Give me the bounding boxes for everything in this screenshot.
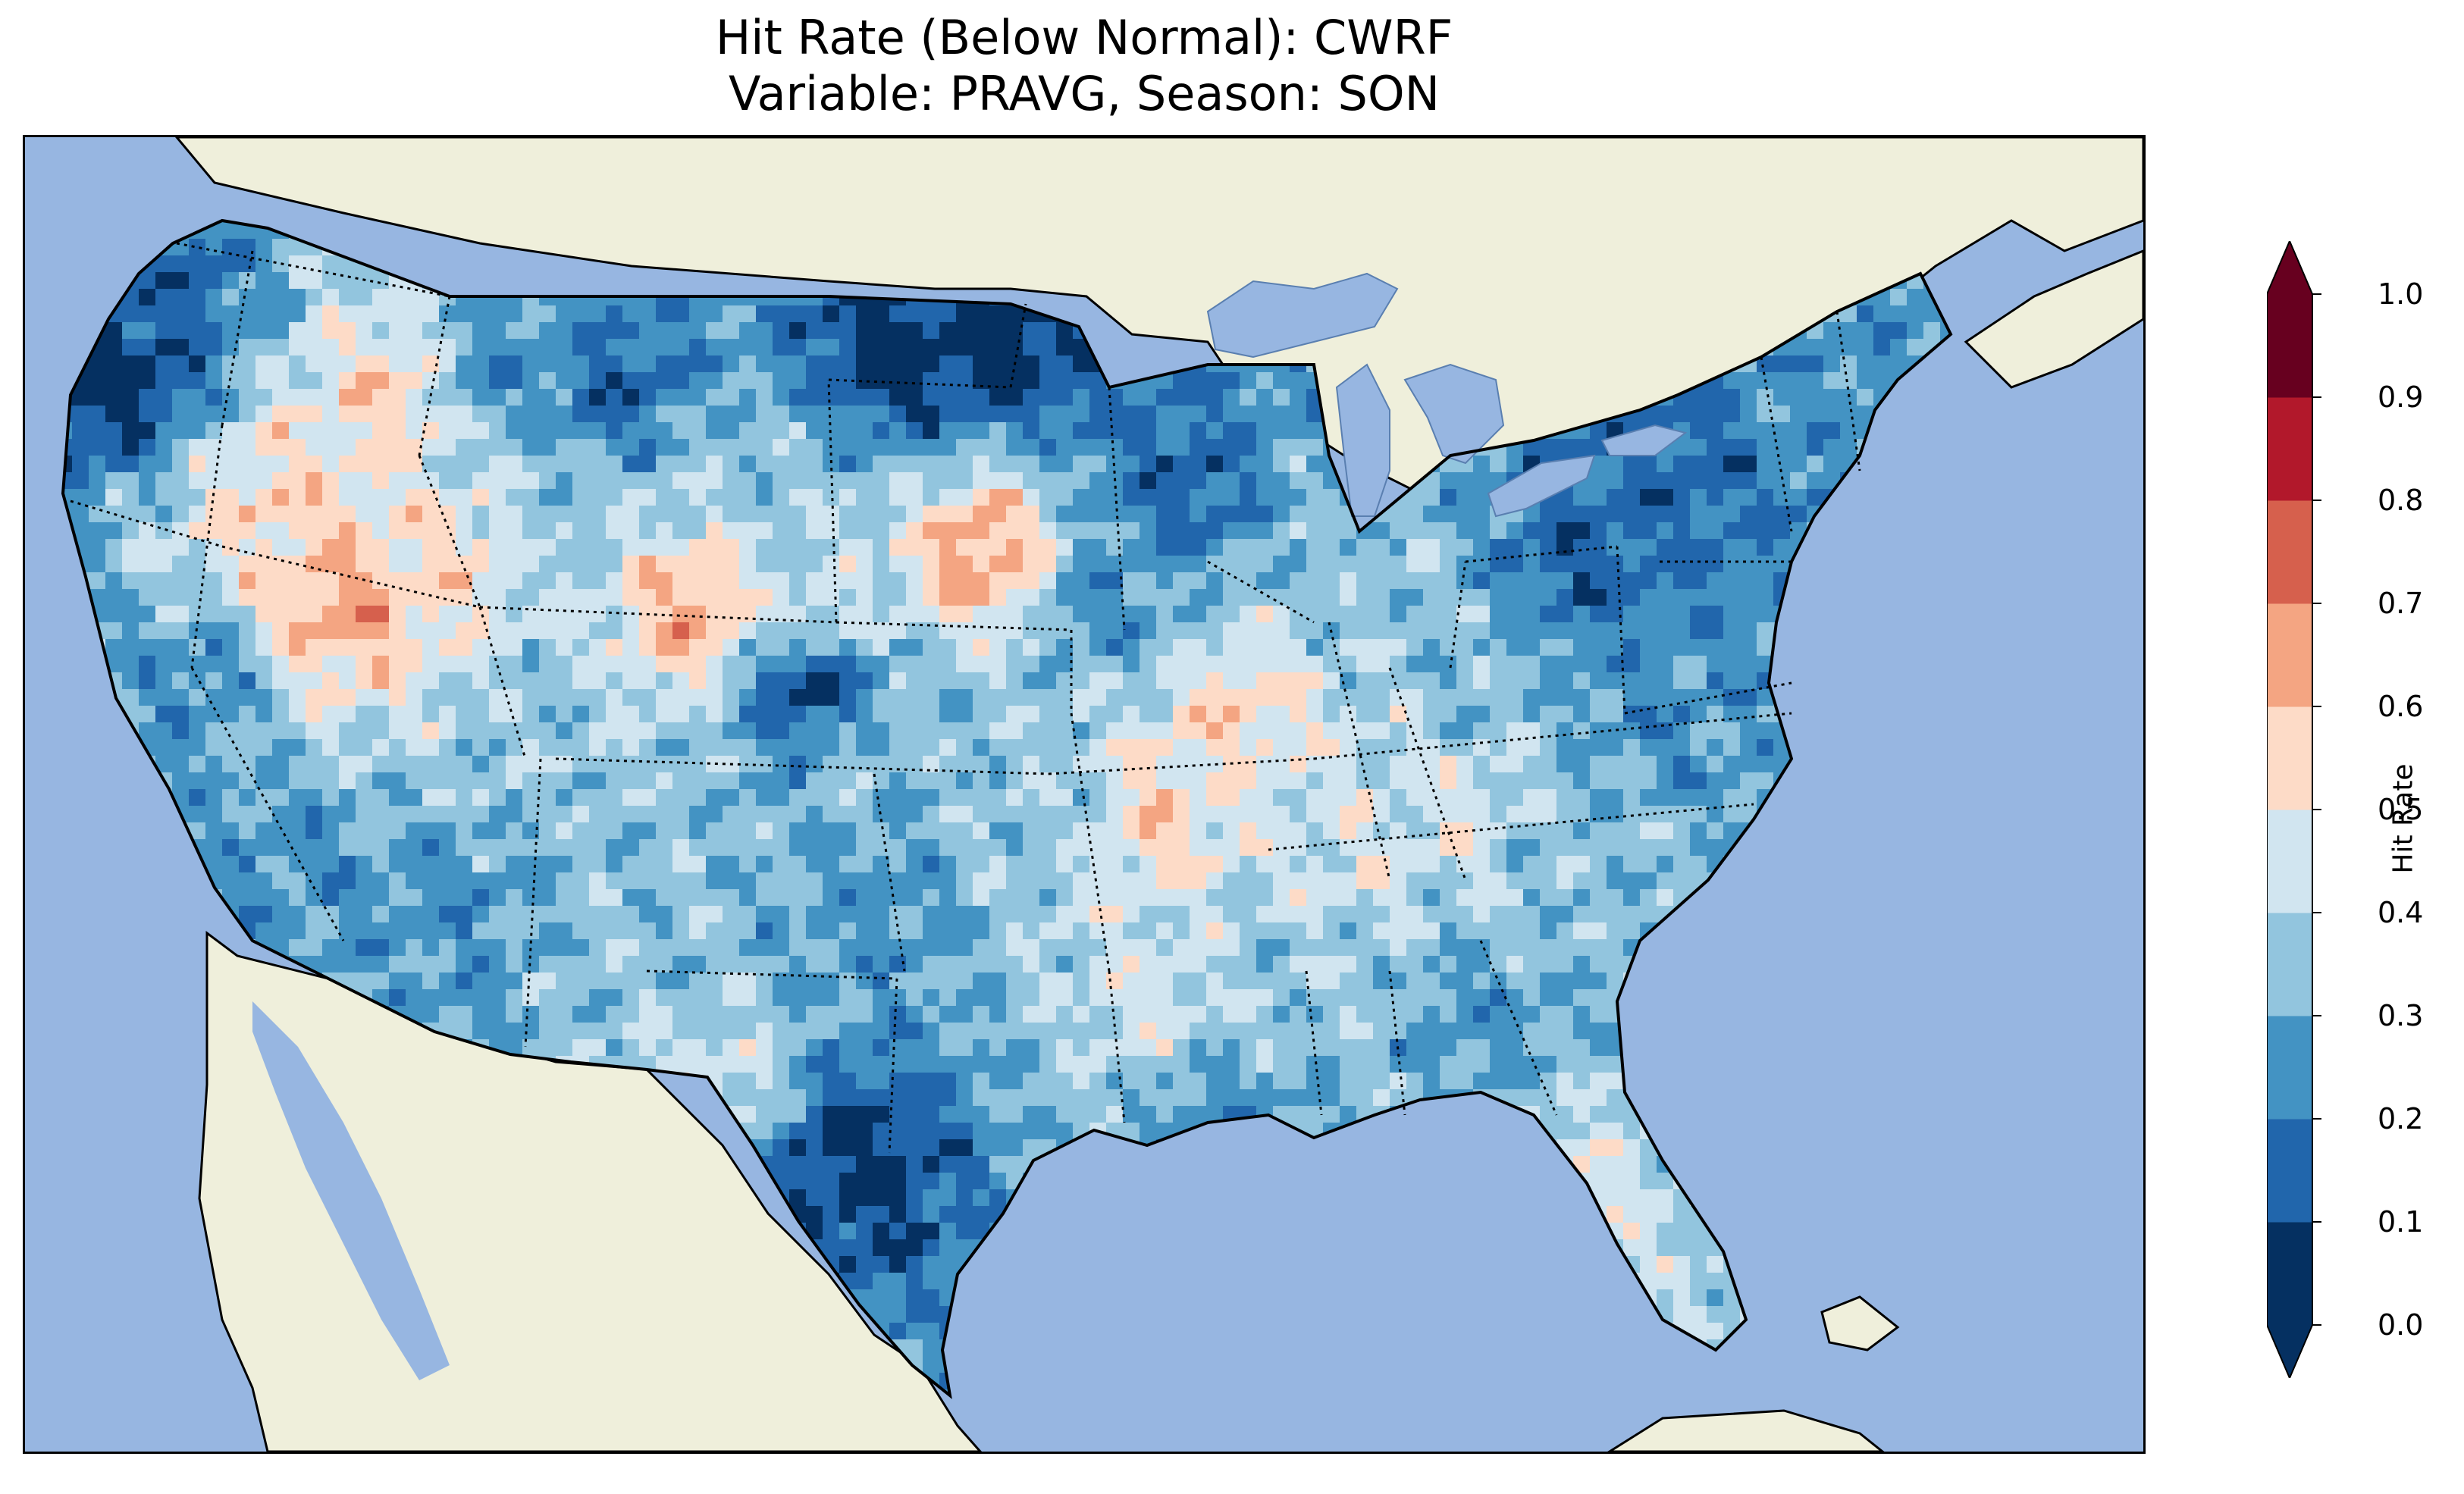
chart-title: Hit Rate (Below Normal): CWRF xyxy=(715,10,1453,65)
colorbar-tick-label: 0.4 xyxy=(2378,896,2424,929)
colorbar-bin-6 xyxy=(2267,603,2312,707)
state-border xyxy=(190,667,345,941)
state-border xyxy=(555,757,1049,775)
colorbar-tick-label: 0.8 xyxy=(2378,484,2424,517)
canada-us-border xyxy=(176,242,1011,305)
state-borders xyxy=(70,250,1861,1154)
state-border xyxy=(190,424,224,669)
cuba-land xyxy=(1820,1295,1900,1351)
colorbar xyxy=(2267,241,2321,1378)
map xyxy=(25,137,2143,1452)
state-border xyxy=(827,379,838,623)
colorbar-bin-0 xyxy=(2267,1222,2312,1326)
colorbar-tick-label: 0.1 xyxy=(2378,1205,2424,1239)
state-border xyxy=(1207,560,1315,624)
state-border xyxy=(221,545,481,609)
colorbar-bin-2 xyxy=(2267,1016,2312,1120)
colorbar-tick-label: 0.6 xyxy=(2378,690,2424,723)
state-border xyxy=(1108,387,1126,631)
colorbar-tick-label: 0.0 xyxy=(2378,1308,2424,1342)
us-coastline xyxy=(61,218,1953,1399)
state-border xyxy=(1009,303,1027,388)
state-border xyxy=(873,773,906,972)
state-border xyxy=(1268,803,1754,851)
colorbar-tick-label: 0.9 xyxy=(2378,381,2424,414)
lake-ontario xyxy=(1600,424,1688,456)
state-border xyxy=(524,758,542,1048)
colorbar-bin-9 xyxy=(2267,294,2312,398)
colorbar-extend-top xyxy=(2267,241,2312,294)
colorbar-bin-7 xyxy=(2267,500,2312,604)
colorbar-tick-label: 0.7 xyxy=(2378,587,2424,620)
gulf-of-california xyxy=(252,1001,450,1380)
state-border xyxy=(1616,546,1626,714)
chart-subtitle: Variable: PRAVG, Season: SON xyxy=(728,66,1440,121)
colorbar-tick-label: 0.2 xyxy=(2378,1102,2424,1135)
state-border xyxy=(1108,970,1126,1123)
state-border xyxy=(1465,545,1618,563)
lake-superior xyxy=(1206,272,1399,359)
state-border xyxy=(1328,622,1391,881)
coastlines xyxy=(61,218,1953,1399)
colorbar-tick-label: 0.3 xyxy=(2378,999,2424,1032)
lake-michigan xyxy=(1335,363,1390,517)
lake-erie xyxy=(1487,454,1596,518)
colorbar-tick-label: 0.5 xyxy=(2378,793,2424,826)
colorbar-bin-8 xyxy=(2267,397,2312,501)
colorbar-bin-1 xyxy=(2267,1119,2312,1223)
state-border xyxy=(1070,713,1111,972)
state-border xyxy=(479,606,837,624)
lake-huron xyxy=(1403,363,1505,465)
colorbar-label: Hit Rate xyxy=(2387,763,2419,874)
state-border xyxy=(1624,681,1792,715)
state-border xyxy=(1388,970,1406,1116)
state-border xyxy=(1305,970,1323,1116)
state-border xyxy=(835,621,1072,631)
state-border xyxy=(1048,757,1315,775)
state-border xyxy=(888,978,898,1154)
yucatan-land xyxy=(1607,1409,1885,1452)
maritimes-land xyxy=(1964,249,2143,389)
state-border xyxy=(1479,940,1558,1116)
colorbar-bin-4 xyxy=(2267,810,2312,913)
map-panel xyxy=(23,135,2146,1454)
colorbar-bin-5 xyxy=(2267,706,2312,810)
state-border xyxy=(1449,561,1467,669)
state-border xyxy=(828,378,1011,389)
colorbar-tick-label: 1.0 xyxy=(2378,277,2424,311)
colorbar-bin-3 xyxy=(2267,913,2312,1016)
colorbar-extend-bottom xyxy=(2267,1325,2312,1378)
